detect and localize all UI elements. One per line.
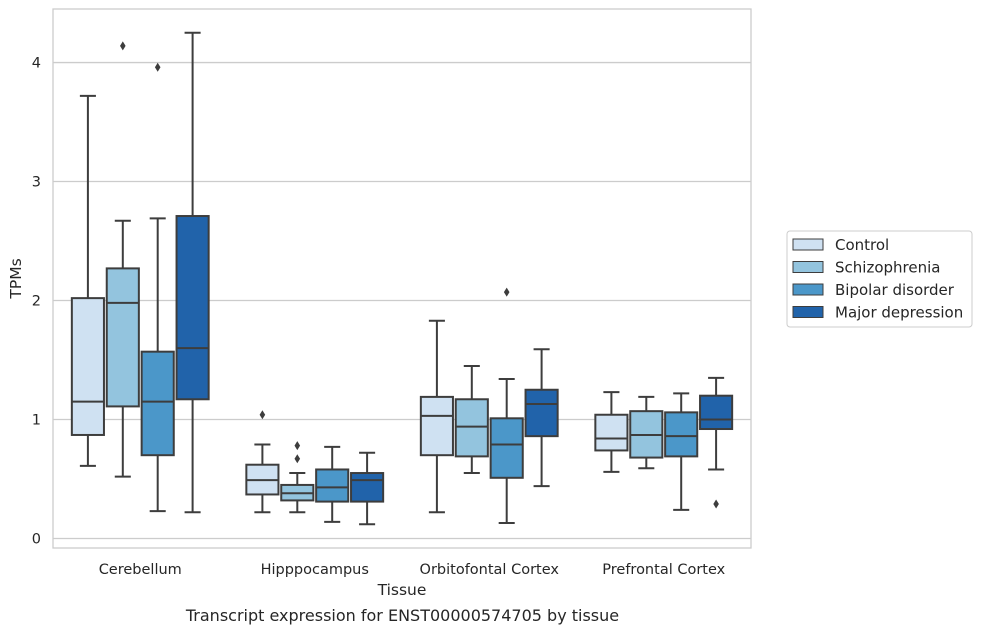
box-iqr xyxy=(524,388,559,438)
legend-label: Major depression xyxy=(835,304,963,322)
legend-swatch xyxy=(792,283,824,296)
box xyxy=(594,391,629,473)
y-tick-labels: 0 1 2 3 4 xyxy=(32,56,41,548)
box-iqr xyxy=(664,411,699,458)
y-tick-label: 0 xyxy=(32,531,41,547)
box-iqr xyxy=(454,398,489,458)
box xyxy=(419,319,454,514)
plot-area xyxy=(52,8,752,549)
box xyxy=(70,94,105,467)
box xyxy=(454,364,489,475)
boxes xyxy=(70,31,734,526)
legend-label: Schizophrenia xyxy=(835,259,940,277)
y-axis-label: TPMs xyxy=(7,258,25,299)
box xyxy=(315,445,350,523)
legend: Control Schizophrenia Bipolar disorder Majo… xyxy=(786,230,973,328)
box-iqr xyxy=(419,395,454,457)
box-iqr xyxy=(594,413,629,452)
box xyxy=(105,41,140,478)
box xyxy=(280,441,315,514)
box-iqr xyxy=(70,297,105,436)
y-tick-label: 4 xyxy=(32,56,41,72)
legend-label: Control xyxy=(835,236,889,254)
y-tick-label: 2 xyxy=(32,294,41,310)
outlier-point xyxy=(294,454,301,464)
x-tick-labels: Cerebellum Hipppocampus Orbitofontal Corte… xyxy=(99,562,726,578)
box xyxy=(629,395,664,470)
box-iqr xyxy=(175,215,210,401)
legend-swatch xyxy=(792,306,824,318)
y-tick-label: 3 xyxy=(32,175,41,191)
x-axis-label: Tissue xyxy=(377,581,427,599)
legend-swatch xyxy=(792,261,824,273)
box xyxy=(175,31,210,514)
outlier-point xyxy=(120,41,126,51)
box-iqr xyxy=(489,417,524,479)
y-tick-label: 1 xyxy=(32,412,41,428)
outlier-point xyxy=(503,287,510,297)
box-iqr xyxy=(699,394,734,431)
x-tick-label: Prefrontal Cortex xyxy=(602,562,725,578)
outlier-point xyxy=(713,499,719,509)
box xyxy=(489,287,524,525)
legend-swatch xyxy=(792,238,824,251)
figure-caption: Transcript expression for ENST0000057470… xyxy=(185,606,620,625)
box xyxy=(699,376,734,509)
box-iqr xyxy=(350,472,385,503)
box-iqr xyxy=(140,350,175,457)
outlier-point xyxy=(259,410,266,420)
box xyxy=(140,62,175,513)
legend-frame xyxy=(786,230,973,328)
box-iqr xyxy=(105,267,140,408)
outlier-point xyxy=(154,62,161,72)
box xyxy=(664,392,699,511)
legend-label: Bipolar disorder xyxy=(835,281,955,299)
x-tick-label: Orbitofontal Cortex xyxy=(420,562,560,578)
x-tick-label: Hipppocampus xyxy=(261,562,369,578)
outlier-point xyxy=(294,441,301,451)
box-iqr xyxy=(315,468,350,503)
box xyxy=(350,451,385,526)
x-tick-label: Cerebellum xyxy=(99,562,182,578)
box xyxy=(245,410,280,514)
box xyxy=(524,348,559,488)
